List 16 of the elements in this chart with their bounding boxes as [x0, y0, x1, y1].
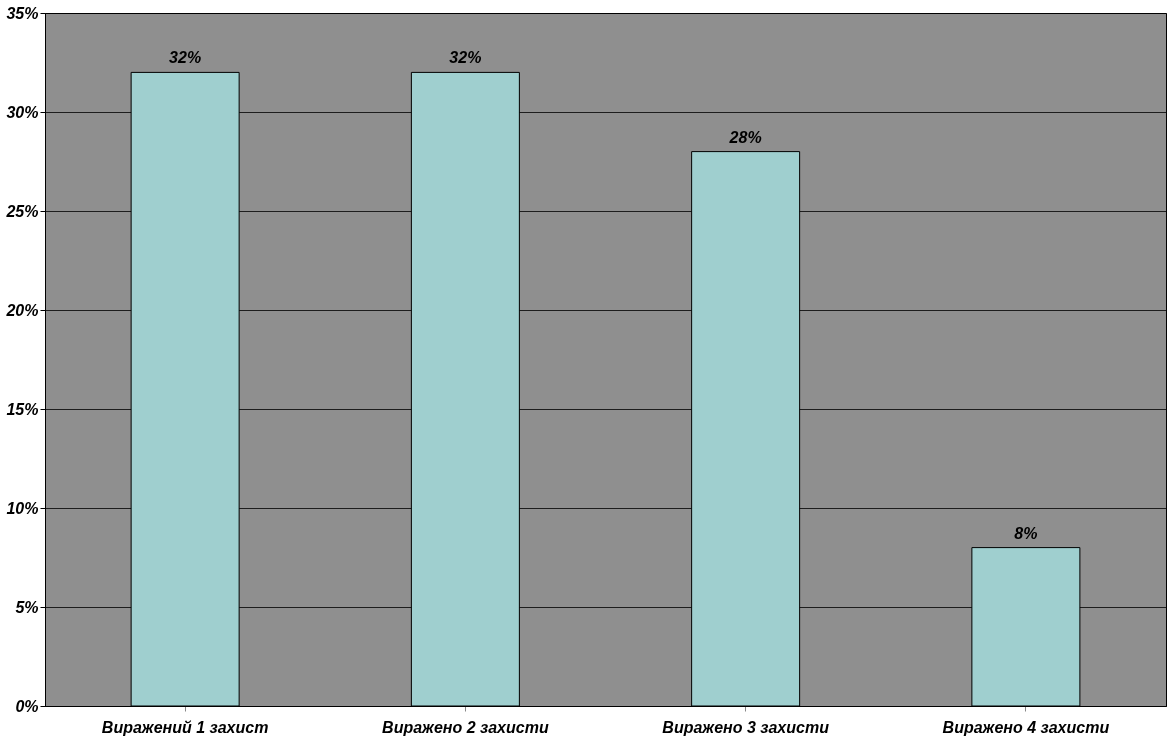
- x-tick-label: Виражений 1 захист: [101, 718, 269, 736]
- x-tick-label: Виражено 2 захисти: [382, 718, 549, 736]
- y-tick-label: 0%: [15, 697, 39, 715]
- y-tick-label: 5%: [15, 598, 39, 616]
- y-tick-label: 20%: [5, 301, 39, 319]
- data-label: 32%: [449, 49, 482, 67]
- y-tick-label: 35%: [6, 4, 39, 22]
- x-tick-label: Виражено 4 захисти: [942, 718, 1110, 736]
- data-label: 28%: [728, 128, 762, 146]
- data-label: 8%: [1014, 524, 1038, 542]
- y-tick-label: 25%: [5, 202, 39, 220]
- data-label: 32%: [169, 49, 202, 67]
- y-tick-label: 15%: [6, 400, 39, 418]
- y-tick-label: 30%: [6, 103, 39, 121]
- y-tick-label: 10%: [6, 499, 39, 517]
- x-tick-label: Виражено 3 захисти: [662, 718, 830, 736]
